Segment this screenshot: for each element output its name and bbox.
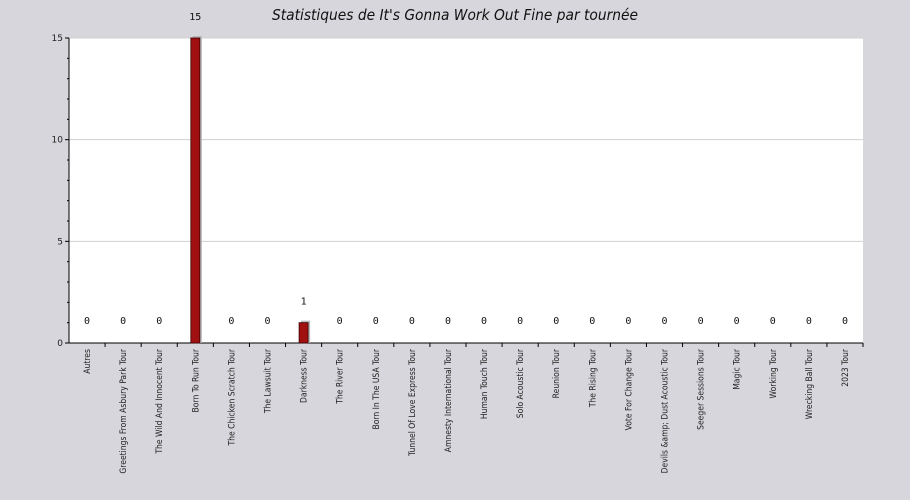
category-label: The River Tour [336,348,346,405]
y-tick-label: 0 [57,339,63,349]
data-label: 0 [842,316,848,327]
data-label: 0 [373,316,379,327]
data-label: 0 [770,316,776,327]
data-label: 0 [84,316,90,327]
category-label: Darkness Tour [300,348,310,403]
y-tick-label: 10 [52,136,64,146]
category-label: Born In The USA Tour [372,348,382,429]
data-label: 0 [264,316,270,327]
data-label: 0 [625,316,631,327]
category-label: Human Touch Tour [480,348,490,419]
chart-title: Statistiques de It's Gonna Work Out Fine… [271,6,639,24]
category-label: The Lawsuit Tour [264,348,274,414]
category-label: Amnesty International Tour [444,348,454,452]
category-label: 2023 Tour [841,348,851,387]
data-label: 0 [698,316,704,327]
category-label: The Chicken Scratch Tour [227,348,237,446]
category-label: Devils &amp; Dust Acoustic Tour [661,348,671,473]
category-label: Born To Run Tour [191,348,201,412]
data-label: 1 [301,297,307,308]
category-label: The Rising Tour [588,348,598,408]
data-label: 0 [481,316,487,327]
category-label: Greetings From Asbury Park Tour [119,348,129,473]
bar [298,322,309,344]
data-label: 0 [661,316,667,327]
y-tick-label: 5 [57,237,63,247]
data-label: 0 [553,316,559,327]
category-label: Solo Acoustic Tour [516,348,526,418]
category-label: Magic Tour [733,348,743,390]
data-label: 0 [589,316,595,327]
category-label: Wrecking Ball Tour [805,348,815,419]
category-label: Seeger Sessions Tour [697,348,707,430]
data-label: 0 [445,316,451,327]
data-label: 0 [517,316,523,327]
data-label: 0 [734,316,740,327]
category-label: Tunnel Of Love Express Tour [408,348,418,457]
data-label: 0 [409,316,415,327]
data-label: 0 [120,316,126,327]
data-label: 0 [228,316,234,327]
category-label: Working Tour [769,348,779,398]
y-tick-label: 15 [52,34,63,44]
category-label: Reunion Tour [552,348,562,398]
data-label: 0 [806,316,812,327]
category-label: Vote For Change Tour [624,348,634,430]
data-label: 0 [337,316,343,327]
data-label: 0 [156,316,162,327]
bar [190,37,201,344]
category-label: The Wild And Innocent Tour [155,348,165,454]
plot-area [69,38,863,343]
data-label: 15 [189,12,201,23]
category-label: Autres [83,349,93,374]
